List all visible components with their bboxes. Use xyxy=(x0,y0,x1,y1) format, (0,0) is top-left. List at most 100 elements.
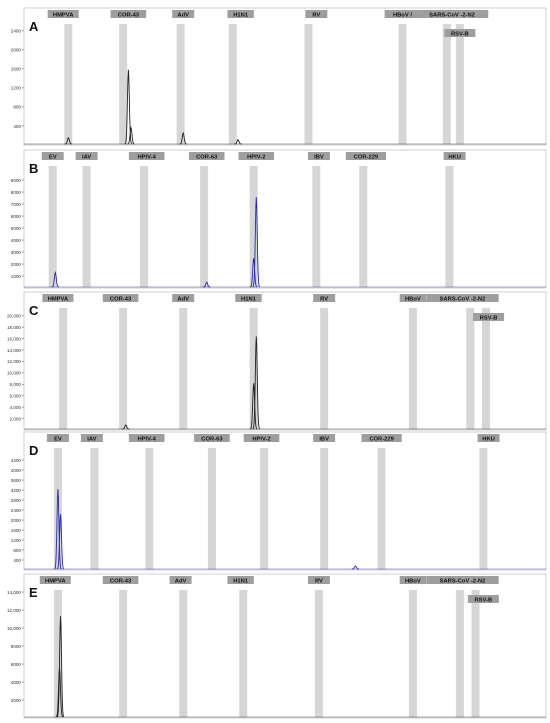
target-label-box xyxy=(477,434,500,442)
target-label: AdV xyxy=(177,13,189,19)
panel-label: E xyxy=(29,585,38,600)
target-band xyxy=(455,590,464,718)
target-label: COR-229 xyxy=(354,155,379,161)
target-band xyxy=(249,166,258,288)
target-label-box xyxy=(443,152,466,160)
target-band xyxy=(442,24,451,145)
target-label-box xyxy=(473,313,505,321)
target-label: SARS-CoV -2-N2 xyxy=(429,13,475,19)
target-label: HMPVA xyxy=(48,297,69,303)
target-label: IBV xyxy=(319,437,329,443)
y-tick-label: 4000 xyxy=(11,680,22,685)
target-label-box xyxy=(313,434,336,442)
panel-label: A xyxy=(29,19,39,34)
chart-panel: EV IAV HPIV-4 COR-63 HPIV-2 IBV COR-229 HKU B 100… xyxy=(11,149,547,289)
target-label: HPIV-4 xyxy=(137,155,156,161)
target-label-box xyxy=(47,10,79,18)
target-band xyxy=(53,590,62,718)
target-label: HBoV xyxy=(405,297,421,303)
target-band xyxy=(455,24,464,145)
target-label: HPIV-4 xyxy=(137,437,156,443)
target-label-box xyxy=(426,576,499,584)
target-label-box xyxy=(399,576,427,584)
target-label-box xyxy=(172,10,195,18)
target-label: COR-63 xyxy=(201,437,223,443)
y-tick-label: 2000 xyxy=(11,48,22,53)
y-tick-label: 8,000 xyxy=(10,382,22,387)
target-label-box xyxy=(415,10,489,18)
target-label-box xyxy=(110,10,147,18)
target-band xyxy=(145,448,154,570)
y-tick-label: 12,000 xyxy=(7,608,21,613)
target-band xyxy=(119,24,128,145)
y-tick-label: 16,000 xyxy=(7,336,21,341)
y-tick-label: 9000 xyxy=(11,178,22,183)
chart-panel: HMPVA COR-43 AdV H1N1 RV HBoV SARS-CoV -2-N2 RS… xyxy=(7,573,547,719)
y-tick-label: 800 xyxy=(13,105,21,110)
target-band xyxy=(228,24,237,145)
target-label-box xyxy=(46,434,69,442)
y-tick-label: 5000 xyxy=(11,226,22,231)
target-band xyxy=(179,590,188,718)
y-tick-label: 20,000 xyxy=(7,314,21,319)
y-tick-label: 1200 xyxy=(11,538,22,543)
y-tick-label: 18,000 xyxy=(7,325,21,330)
y-tick-label: 8000 xyxy=(11,190,22,195)
target-band xyxy=(64,24,73,145)
target-label-box xyxy=(305,10,328,18)
target-label: H1N1 xyxy=(241,297,257,303)
target-label: COR-63 xyxy=(196,155,218,161)
target-label: RSV-B xyxy=(475,598,493,604)
series-peak xyxy=(249,383,258,430)
target-band xyxy=(119,308,128,430)
panel-label: C xyxy=(29,303,39,318)
y-tick-label: 1600 xyxy=(11,67,22,72)
target-band xyxy=(479,448,488,570)
target-label-box xyxy=(172,294,195,302)
target-band xyxy=(312,166,321,288)
target-label: COR-229 xyxy=(369,437,394,443)
target-band xyxy=(320,448,329,570)
y-tick-label: 800 xyxy=(13,548,21,553)
target-band xyxy=(249,308,258,430)
target-label-box xyxy=(444,29,476,37)
y-tick-label: 12,000 xyxy=(7,359,21,364)
target-band xyxy=(466,308,475,430)
target-label: COR-43 xyxy=(110,297,132,303)
series-peak xyxy=(54,488,62,570)
series-peak xyxy=(351,565,360,570)
target-label-box xyxy=(39,576,71,584)
target-label: HBoV xyxy=(405,579,421,585)
y-tick-label: 2400 xyxy=(11,29,22,34)
y-tick-label: 6,000 xyxy=(10,394,22,399)
target-label: HPIV-2 xyxy=(247,155,265,161)
y-tick-label: 3200 xyxy=(11,488,22,493)
target-band xyxy=(207,448,216,570)
target-label-box xyxy=(75,152,98,160)
target-label-box xyxy=(307,576,330,584)
y-tick-label: 3000 xyxy=(11,250,22,255)
target-band xyxy=(320,308,329,430)
y-tick-label: 2000 xyxy=(11,518,22,523)
target-label-box xyxy=(194,434,230,442)
target-band xyxy=(398,24,407,145)
target-label-box xyxy=(467,595,499,603)
target-label: HPIV-2 xyxy=(252,437,270,443)
target-label-box xyxy=(128,434,165,442)
target-band xyxy=(377,448,386,570)
panel-frame xyxy=(23,291,547,431)
target-label: IAV xyxy=(87,437,96,443)
target-label-box xyxy=(169,576,192,584)
y-tick-label: 2000 xyxy=(11,262,22,267)
panel-label: B xyxy=(29,161,38,176)
target-label-box xyxy=(361,434,402,442)
target-band xyxy=(239,590,248,718)
series-peak xyxy=(56,513,65,570)
series-peak xyxy=(124,69,133,145)
y-tick-label: 4,000 xyxy=(10,405,22,410)
target-label: EV xyxy=(49,155,57,161)
target-band xyxy=(90,448,99,570)
target-label: HMPVA xyxy=(53,13,74,19)
y-tick-label: 2800 xyxy=(11,498,22,503)
target-label: RSV-B xyxy=(451,32,469,38)
